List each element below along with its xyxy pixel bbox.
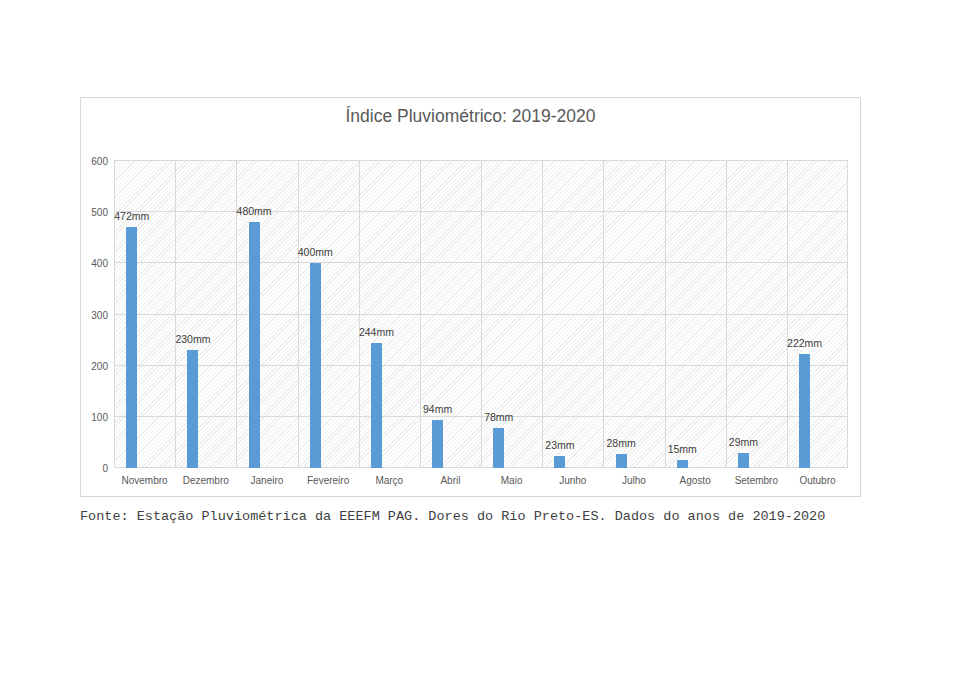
chart-title: Índice Pluviométrico: 2019-2020 [81, 104, 860, 128]
chart-column: 230mm [175, 161, 236, 468]
chart-column: 15mm [665, 161, 726, 468]
bar-maio [493, 428, 504, 468]
bar-value-label: 480mm [237, 205, 272, 217]
y-axis-tick-label: 500 [81, 207, 108, 218]
bar-agosto [677, 460, 688, 468]
bar-value-label: 29mm [729, 436, 758, 448]
bar-value-label: 23mm [545, 439, 574, 451]
chart-column: 78mm [481, 161, 542, 468]
x-axis-tick-label: Agosto [665, 475, 726, 489]
x-axis-tick-label: Maio [481, 475, 542, 489]
bar-fevereiro [310, 263, 321, 468]
chart-column: 29mm [726, 161, 787, 468]
page: { "chart_data": { "type": "bar", "title"… [0, 0, 960, 679]
chart-column: 94mm [420, 161, 481, 468]
y-axis-tick-label: 300 [81, 309, 108, 320]
x-axis: NovembroDezembroJaneiroFevereiroMarçoAbr… [114, 475, 848, 489]
bar-value-label: 78mm [484, 411, 513, 423]
bar-dezembro [187, 350, 198, 468]
bar-julho [616, 454, 627, 468]
bar-value-label: 472mm [114, 210, 149, 222]
bar-value-label: 230mm [175, 333, 210, 345]
y-axis: 0100200300400500600 [81, 161, 108, 468]
bar-value-label: 244mm [359, 326, 394, 338]
bar-value-label: 15mm [668, 443, 697, 455]
chart-column: 400mm [298, 161, 359, 468]
x-axis-tick-label: Junho [542, 475, 603, 489]
y-axis-tick-label: 200 [81, 360, 108, 371]
bar-outubro [799, 354, 810, 468]
source-caption: Fonte: Estação Pluviométrica da EEEFM PA… [80, 508, 825, 526]
bar-janeiro [249, 222, 260, 468]
x-axis-tick-label: Janeiro [236, 475, 297, 489]
x-axis-tick-label: Julho [603, 475, 664, 489]
y-axis-tick-label: 400 [81, 258, 108, 269]
plot-area: 472mm 230mm 480mm 400mm 244mm 94mm 78mm 23mm 28m… [114, 161, 848, 468]
bar-value-label: 28mm [606, 437, 635, 449]
chart-column: 28mm [603, 161, 664, 468]
bar-setembro [738, 453, 749, 468]
chart-column: 472mm [114, 161, 175, 468]
x-axis-tick-label: Outubro [787, 475, 848, 489]
bar-value-label: 222mm [787, 337, 822, 349]
rainfall-bar-chart: Índice Pluviométrico: 2019-2020 0 100 200 3… [80, 97, 861, 497]
x-axis-tick-label: Fevereiro [298, 475, 359, 489]
x-axis-tick-label: Novembro [114, 475, 175, 489]
chart-column: 244mm [359, 161, 420, 468]
bar-value-label: 94mm [423, 403, 452, 415]
chart-column: 23mm [542, 161, 603, 468]
x-axis-tick-label: Dezembro [175, 475, 236, 489]
chart-column: 480mm [236, 161, 297, 468]
bar-março [371, 343, 382, 468]
x-axis-tick-label: Setembro [726, 475, 787, 489]
bar-abril [432, 420, 443, 468]
bar-value-label: 400mm [298, 246, 333, 258]
x-axis-tick-label: Abril [420, 475, 481, 489]
y-axis-tick-label: 0 [81, 463, 108, 474]
chart-column: 222mm [787, 161, 848, 468]
y-axis-tick-label: 100 [81, 411, 108, 422]
y-axis-tick-label: 600 [81, 156, 108, 167]
bar-junho [554, 456, 565, 468]
bar-novembro [126, 227, 137, 469]
x-axis-tick-label: Março [359, 475, 420, 489]
